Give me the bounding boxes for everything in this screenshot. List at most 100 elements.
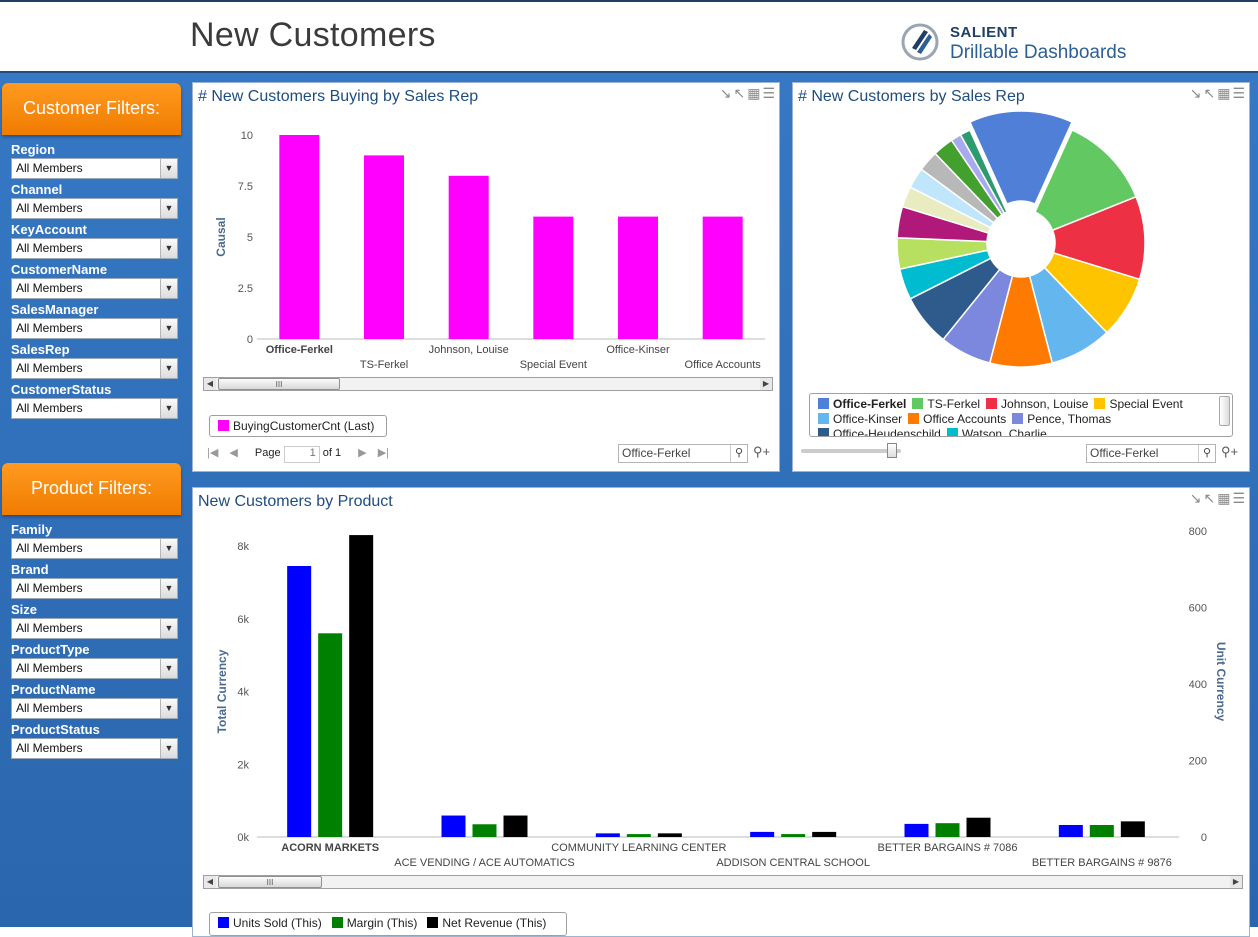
legend-item[interactable]: Johnson, Louise: [986, 397, 1088, 412]
chevron-down-icon[interactable]: ▼: [160, 579, 177, 598]
legend-swatch: [218, 420, 229, 431]
legend-item[interactable]: Units Sold (This): [218, 916, 322, 930]
y2-tick-label: 800: [1189, 526, 1207, 538]
pie-legend[interactable]: Office-Ferkel TS-Ferkel Johnson, Louise Spe…: [809, 393, 1233, 437]
filter-dropdown[interactable]: All Members ▼: [11, 158, 178, 179]
filter-value: All Members: [16, 621, 83, 635]
grid-icon[interactable]: ▦: [1217, 85, 1231, 101]
chevron-down-icon[interactable]: ▼: [160, 199, 177, 218]
page-input[interactable]: 1: [283, 446, 320, 463]
collapse-icon[interactable]: ↖: [1203, 85, 1216, 101]
zoom-slider-handle[interactable]: [887, 443, 897, 458]
legend-item[interactable]: Margin (This): [331, 916, 417, 930]
grid-icon[interactable]: ▦: [1217, 490, 1231, 506]
bar: [287, 566, 312, 837]
x-tick-label: COMMUNITY LEARNING CENTER: [551, 842, 726, 854]
search-input[interactable]: Office-Ferkel ⚲: [618, 444, 748, 463]
legend-item[interactable]: Watson, Charlie: [946, 427, 1047, 436]
bar: [1089, 824, 1114, 837]
filter-producttype: ProductType All Members ▼: [11, 642, 178, 682]
horizontal-scrollbar[interactable]: ◀ III ▶: [203, 875, 1243, 889]
scroll-left-icon[interactable]: ◀: [204, 378, 216, 390]
filter-label: KeyAccount: [11, 222, 87, 237]
x-tick-label: TS-Ferkel: [360, 359, 408, 371]
bar: [472, 824, 497, 837]
filter-dropdown[interactable]: All Members ▼: [11, 278, 178, 299]
prev-page-icon[interactable]: ◀: [229, 447, 238, 459]
filter-dropdown[interactable]: All Members ▼: [11, 198, 178, 219]
scroll-right-icon[interactable]: ▶: [760, 378, 772, 390]
chevron-down-icon[interactable]: ▼: [160, 739, 177, 758]
scrollbar-thumb[interactable]: III: [218, 378, 340, 390]
last-page-icon[interactable]: ▶|: [377, 447, 390, 459]
filter-dropdown[interactable]: All Members ▼: [11, 318, 178, 339]
menu-icon[interactable]: ☰: [1232, 490, 1245, 506]
first-page-icon[interactable]: |◀: [207, 447, 219, 459]
search-icon[interactable]: ⚲: [1198, 445, 1215, 462]
bar: [904, 823, 929, 837]
filter-dropdown[interactable]: All Members ▼: [11, 658, 178, 679]
filter-dropdown[interactable]: All Members ▼: [11, 698, 178, 719]
collapse-icon[interactable]: ↖: [1203, 490, 1216, 506]
legend-item[interactable]: Office-Ferkel: [818, 397, 906, 412]
pager: |◀ ◀ Page 1 of 1 ▶ ▶|: [207, 446, 389, 463]
filter-value: All Members: [16, 661, 83, 675]
filter-dropdown[interactable]: All Members ▼: [11, 398, 178, 419]
bar: [318, 633, 343, 837]
filter-label: CustomerStatus: [11, 382, 112, 397]
menu-icon[interactable]: ☰: [1232, 85, 1245, 101]
filter-dropdown[interactable]: All Members ▼: [11, 538, 178, 559]
legend-label: Office-Heudenschild: [833, 427, 941, 437]
chevron-down-icon[interactable]: ▼: [160, 619, 177, 638]
scroll-right-icon[interactable]: ▶: [1230, 876, 1242, 888]
filter-label: Size: [11, 602, 38, 617]
legend-item[interactable]: Net Revenue (This): [427, 916, 546, 930]
filter-dropdown[interactable]: All Members ▼: [11, 238, 178, 259]
bar-legend[interactable]: BuyingCustomerCnt (Last): [209, 415, 387, 437]
grid-icon[interactable]: ▦: [747, 85, 761, 101]
legend-item[interactable]: Office Accounts: [908, 412, 1006, 427]
bar: [966, 817, 991, 837]
search-input[interactable]: Office-Ferkel ⚲: [1086, 444, 1216, 463]
legend-scrollbar[interactable]: [1219, 396, 1230, 426]
zoom-slider[interactable]: [801, 443, 901, 458]
filter-dropdown[interactable]: All Members ▼: [11, 578, 178, 599]
legend-label: Johnson, Louise: [1001, 397, 1089, 411]
chevron-down-icon[interactable]: ▼: [160, 319, 177, 338]
scroll-left-icon[interactable]: ◀: [204, 876, 216, 888]
filter-label: Family: [11, 522, 53, 537]
filter-dropdown[interactable]: All Members ▼: [11, 618, 178, 639]
bar: [349, 535, 374, 837]
legend-item[interactable]: Pence, Thomas: [1012, 412, 1111, 427]
chevron-down-icon[interactable]: ▼: [160, 239, 177, 258]
legend-item[interactable]: Office-Kinser: [818, 412, 902, 427]
find-user-icon[interactable]: ⚲+: [1221, 444, 1239, 459]
chevron-down-icon[interactable]: ▼: [160, 699, 177, 718]
product-legend[interactable]: Units Sold (This) Margin (This) Net Revenu…: [209, 912, 567, 936]
bar: [441, 815, 466, 837]
expand-icon[interactable]: ↘: [1189, 490, 1202, 506]
panel-tools: ↘ ↖ ▦ ☰: [1188, 490, 1245, 508]
legend-item[interactable]: Office-Heudenschild: [818, 427, 941, 437]
collapse-icon[interactable]: ↖: [733, 85, 746, 101]
filter-dropdown[interactable]: All Members ▼: [11, 358, 178, 379]
chevron-down-icon[interactable]: ▼: [160, 659, 177, 678]
legend-item[interactable]: TS-Ferkel: [912, 397, 980, 412]
legend-item[interactable]: Special Event: [1094, 397, 1183, 412]
chevron-down-icon[interactable]: ▼: [160, 279, 177, 298]
chevron-down-icon[interactable]: ▼: [160, 359, 177, 378]
expand-icon[interactable]: ↘: [719, 85, 732, 101]
horizontal-scrollbar[interactable]: ◀ III ▶: [203, 377, 773, 391]
chevron-down-icon[interactable]: ▼: [160, 159, 177, 178]
chevron-down-icon[interactable]: ▼: [160, 399, 177, 418]
filter-label: ProductType: [11, 642, 90, 657]
chevron-down-icon[interactable]: ▼: [160, 539, 177, 558]
y-tick-label: 2k: [237, 759, 249, 771]
next-page-icon[interactable]: ▶: [358, 447, 367, 459]
scrollbar-thumb[interactable]: III: [218, 876, 322, 888]
expand-icon[interactable]: ↘: [1189, 85, 1202, 101]
find-user-icon[interactable]: ⚲+: [753, 444, 771, 459]
menu-icon[interactable]: ☰: [762, 85, 775, 101]
filter-dropdown[interactable]: All Members ▼: [11, 738, 178, 759]
search-icon[interactable]: ⚲: [730, 445, 747, 462]
